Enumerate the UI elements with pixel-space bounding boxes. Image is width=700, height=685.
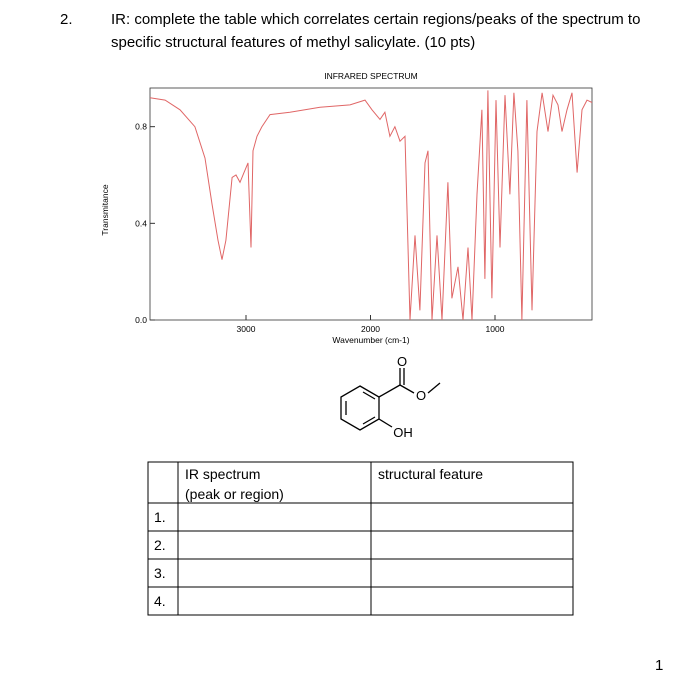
row-number: 3. xyxy=(154,565,166,581)
spectrum-line xyxy=(149,90,593,321)
page-number: 1 xyxy=(655,657,663,674)
y-tick-label: 0.8 xyxy=(135,122,147,132)
row-number: 4. xyxy=(154,593,166,609)
x-tick-label: 1000 xyxy=(486,324,505,334)
table-header: structural feature xyxy=(378,466,483,482)
atom-label: OH xyxy=(393,425,413,440)
plot-frame xyxy=(149,87,593,321)
atom-label: O xyxy=(416,388,426,403)
atom-label: O xyxy=(397,354,407,369)
question-line: specific structural features of methyl s… xyxy=(111,34,475,51)
y-tick-label: 0.4 xyxy=(135,218,147,228)
table-header: (peak or region) xyxy=(185,486,284,502)
chart-title: INFRARED SPECTRUM xyxy=(324,71,418,81)
row-number: 2. xyxy=(154,537,166,553)
y-tick-label: 0.0 xyxy=(135,315,147,325)
table-grid xyxy=(147,461,574,616)
molecule xyxy=(340,368,441,431)
x-tick-label: 3000 xyxy=(237,324,256,334)
question-line: IR: complete the table which correlates … xyxy=(111,11,640,28)
table-header: IR spectrum xyxy=(185,466,260,482)
row-number: 1. xyxy=(154,509,166,525)
x-axis-label: Wavenumber (cm-1) xyxy=(332,335,409,345)
spectrum: 3000 2000 1000 0.0 0.4 0.8 xyxy=(135,90,593,334)
x-tick-label: 2000 xyxy=(361,324,380,334)
question-number: 2. xyxy=(60,11,73,28)
y-axis-label: Transmitance xyxy=(100,184,110,235)
